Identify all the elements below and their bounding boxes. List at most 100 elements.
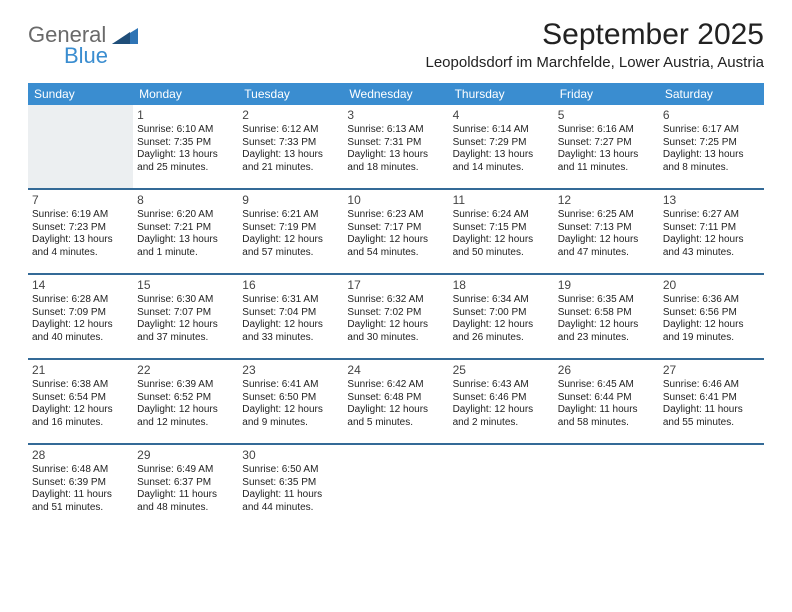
- daylight-text: Daylight: 11 hours and 55 minutes.: [663, 404, 760, 429]
- calendar-cell: 6Sunrise: 6:17 AMSunset: 7:25 PMDaylight…: [659, 105, 764, 189]
- daylight-text: Daylight: 12 hours and 16 minutes.: [32, 404, 129, 429]
- day-number: 11: [453, 193, 550, 208]
- calendar-week-row: 7Sunrise: 6:19 AMSunset: 7:23 PMDaylight…: [28, 189, 764, 274]
- daylight-text: Daylight: 12 hours and 19 minutes.: [663, 319, 760, 344]
- daylight-text: Daylight: 12 hours and 30 minutes.: [347, 319, 444, 344]
- day-header: Tuesday: [238, 83, 343, 105]
- calendar-cell: 16Sunrise: 6:31 AMSunset: 7:04 PMDayligh…: [238, 274, 343, 359]
- header: General Blue September 2025 Leopoldsdorf…: [28, 18, 764, 79]
- sunrise-text: Sunrise: 6:45 AM: [558, 379, 655, 392]
- sunrise-text: Sunrise: 6:16 AM: [558, 124, 655, 137]
- daylight-text: Daylight: 11 hours and 51 minutes.: [32, 489, 129, 514]
- calendar-week-row: 1Sunrise: 6:10 AMSunset: 7:35 PMDaylight…: [28, 105, 764, 189]
- calendar-cell: 25Sunrise: 6:43 AMSunset: 6:46 PMDayligh…: [449, 359, 554, 444]
- sunset-text: Sunset: 6:35 PM: [242, 477, 339, 490]
- calendar-cell: 21Sunrise: 6:38 AMSunset: 6:54 PMDayligh…: [28, 359, 133, 444]
- sunset-text: Sunset: 6:50 PM: [242, 392, 339, 405]
- sunrise-text: Sunrise: 6:35 AM: [558, 294, 655, 307]
- day-header-row: Sunday Monday Tuesday Wednesday Thursday…: [28, 83, 764, 105]
- day-number: 27: [663, 363, 760, 378]
- sunrise-text: Sunrise: 6:25 AM: [558, 209, 655, 222]
- sunset-text: Sunset: 7:19 PM: [242, 222, 339, 235]
- day-number: 18: [453, 278, 550, 293]
- day-header: Saturday: [659, 83, 764, 105]
- day-number: 13: [663, 193, 760, 208]
- day-number: 14: [32, 278, 129, 293]
- sunrise-text: Sunrise: 6:12 AM: [242, 124, 339, 137]
- day-number: 1: [137, 108, 234, 123]
- calendar-cell: 3Sunrise: 6:13 AMSunset: 7:31 PMDaylight…: [343, 105, 448, 189]
- daylight-text: Daylight: 12 hours and 57 minutes.: [242, 234, 339, 259]
- sunset-text: Sunset: 6:48 PM: [347, 392, 444, 405]
- sunrise-text: Sunrise: 6:24 AM: [453, 209, 550, 222]
- sunset-text: Sunset: 7:07 PM: [137, 307, 234, 320]
- daylight-text: Daylight: 12 hours and 12 minutes.: [137, 404, 234, 429]
- logo: General Blue: [28, 24, 138, 67]
- sunrise-text: Sunrise: 6:36 AM: [663, 294, 760, 307]
- daylight-text: Daylight: 12 hours and 47 minutes.: [558, 234, 655, 259]
- sunrise-text: Sunrise: 6:41 AM: [242, 379, 339, 392]
- day-number: 8: [137, 193, 234, 208]
- calendar-cell: [449, 444, 554, 528]
- day-header: Thursday: [449, 83, 554, 105]
- daylight-text: Daylight: 12 hours and 43 minutes.: [663, 234, 760, 259]
- calendar-cell: 8Sunrise: 6:20 AMSunset: 7:21 PMDaylight…: [133, 189, 238, 274]
- calendar-cell: 13Sunrise: 6:27 AMSunset: 7:11 PMDayligh…: [659, 189, 764, 274]
- calendar-cell: [659, 444, 764, 528]
- day-number: 26: [558, 363, 655, 378]
- sunrise-text: Sunrise: 6:21 AM: [242, 209, 339, 222]
- logo-text-blue: Blue: [64, 45, 108, 67]
- calendar-cell: 1Sunrise: 6:10 AMSunset: 7:35 PMDaylight…: [133, 105, 238, 189]
- daylight-text: Daylight: 12 hours and 26 minutes.: [453, 319, 550, 344]
- sunset-text: Sunset: 6:39 PM: [32, 477, 129, 490]
- sunset-text: Sunset: 6:56 PM: [663, 307, 760, 320]
- day-number: 15: [137, 278, 234, 293]
- sunset-text: Sunset: 6:41 PM: [663, 392, 760, 405]
- calendar-cell: 15Sunrise: 6:30 AMSunset: 7:07 PMDayligh…: [133, 274, 238, 359]
- day-number: 29: [137, 448, 234, 463]
- calendar-cell: 5Sunrise: 6:16 AMSunset: 7:27 PMDaylight…: [554, 105, 659, 189]
- sunrise-text: Sunrise: 6:17 AM: [663, 124, 760, 137]
- day-number: 17: [347, 278, 444, 293]
- calendar-cell: 19Sunrise: 6:35 AMSunset: 6:58 PMDayligh…: [554, 274, 659, 359]
- daylight-text: Daylight: 12 hours and 9 minutes.: [242, 404, 339, 429]
- day-number: 5: [558, 108, 655, 123]
- day-number: 30: [242, 448, 339, 463]
- daylight-text: Daylight: 12 hours and 2 minutes.: [453, 404, 550, 429]
- sunset-text: Sunset: 7:09 PM: [32, 307, 129, 320]
- day-number: 4: [453, 108, 550, 123]
- day-number: 19: [558, 278, 655, 293]
- sunrise-text: Sunrise: 6:27 AM: [663, 209, 760, 222]
- location: Leopoldsdorf im Marchfelde, Lower Austri…: [425, 54, 764, 71]
- sunset-text: Sunset: 6:44 PM: [558, 392, 655, 405]
- day-number: 25: [453, 363, 550, 378]
- daylight-text: Daylight: 12 hours and 54 minutes.: [347, 234, 444, 259]
- sunrise-text: Sunrise: 6:50 AM: [242, 464, 339, 477]
- sunset-text: Sunset: 7:31 PM: [347, 137, 444, 150]
- calendar-cell: 14Sunrise: 6:28 AMSunset: 7:09 PMDayligh…: [28, 274, 133, 359]
- calendar-week-row: 14Sunrise: 6:28 AMSunset: 7:09 PMDayligh…: [28, 274, 764, 359]
- sunrise-text: Sunrise: 6:10 AM: [137, 124, 234, 137]
- calendar-cell: 20Sunrise: 6:36 AMSunset: 6:56 PMDayligh…: [659, 274, 764, 359]
- calendar-cell: 22Sunrise: 6:39 AMSunset: 6:52 PMDayligh…: [133, 359, 238, 444]
- calendar-week-row: 28Sunrise: 6:48 AMSunset: 6:39 PMDayligh…: [28, 444, 764, 528]
- sunset-text: Sunset: 6:52 PM: [137, 392, 234, 405]
- sunset-text: Sunset: 6:46 PM: [453, 392, 550, 405]
- calendar-table: Sunday Monday Tuesday Wednesday Thursday…: [28, 83, 764, 528]
- daylight-text: Daylight: 13 hours and 1 minute.: [137, 234, 234, 259]
- sunrise-text: Sunrise: 6:42 AM: [347, 379, 444, 392]
- sunrise-text: Sunrise: 6:31 AM: [242, 294, 339, 307]
- calendar-cell: 24Sunrise: 6:42 AMSunset: 6:48 PMDayligh…: [343, 359, 448, 444]
- logo-triangle-icon: [112, 26, 138, 46]
- daylight-text: Daylight: 13 hours and 11 minutes.: [558, 149, 655, 174]
- day-number: 28: [32, 448, 129, 463]
- day-number: 10: [347, 193, 444, 208]
- calendar-cell: 9Sunrise: 6:21 AMSunset: 7:19 PMDaylight…: [238, 189, 343, 274]
- title-block: September 2025 Leopoldsdorf im Marchfeld…: [425, 18, 764, 79]
- sunset-text: Sunset: 7:29 PM: [453, 137, 550, 150]
- daylight-text: Daylight: 11 hours and 44 minutes.: [242, 489, 339, 514]
- sunrise-text: Sunrise: 6:14 AM: [453, 124, 550, 137]
- daylight-text: Daylight: 13 hours and 14 minutes.: [453, 149, 550, 174]
- day-number: 24: [347, 363, 444, 378]
- daylight-text: Daylight: 12 hours and 5 minutes.: [347, 404, 444, 429]
